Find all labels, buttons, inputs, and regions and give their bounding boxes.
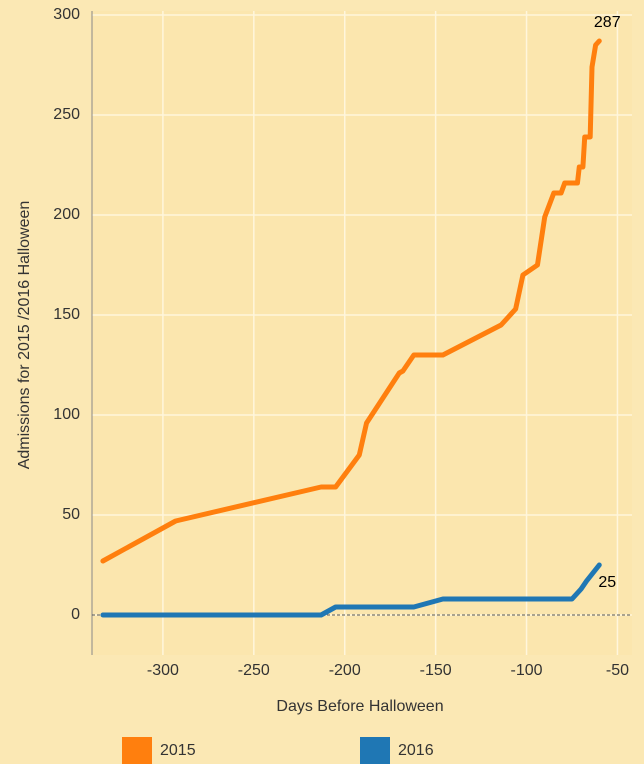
legend-swatch [360, 737, 390, 764]
x-tick-label: -250 [238, 662, 270, 679]
y-tick-label: 50 [62, 506, 80, 523]
x-axis-label: Days Before Halloween [276, 698, 443, 715]
annotation: 25 [598, 574, 616, 591]
x-tick-label: -200 [329, 662, 361, 679]
y-tick-label: 300 [53, 6, 80, 23]
x-tick-label: -50 [606, 662, 629, 679]
y-tick-label: 0 [71, 606, 80, 623]
y-tick-label: 100 [53, 406, 80, 423]
x-tick-label: -100 [511, 662, 543, 679]
y-tick-label: 150 [53, 306, 80, 323]
legend-label: 2015 [160, 742, 196, 759]
legend-swatch [122, 737, 152, 764]
y-axis-label: Admissions for 2015 /2016 Halloween [16, 201, 33, 470]
y-tick-label: 200 [53, 206, 80, 223]
y-tick-label: 250 [53, 106, 80, 123]
x-tick-label: -300 [147, 662, 179, 679]
legend-label: 2016 [398, 742, 434, 759]
x-tick-label: -150 [420, 662, 452, 679]
series-line [100, 38, 602, 564]
series-line [100, 562, 602, 618]
plot-area [92, 11, 632, 655]
annotation: 287 [594, 14, 621, 31]
